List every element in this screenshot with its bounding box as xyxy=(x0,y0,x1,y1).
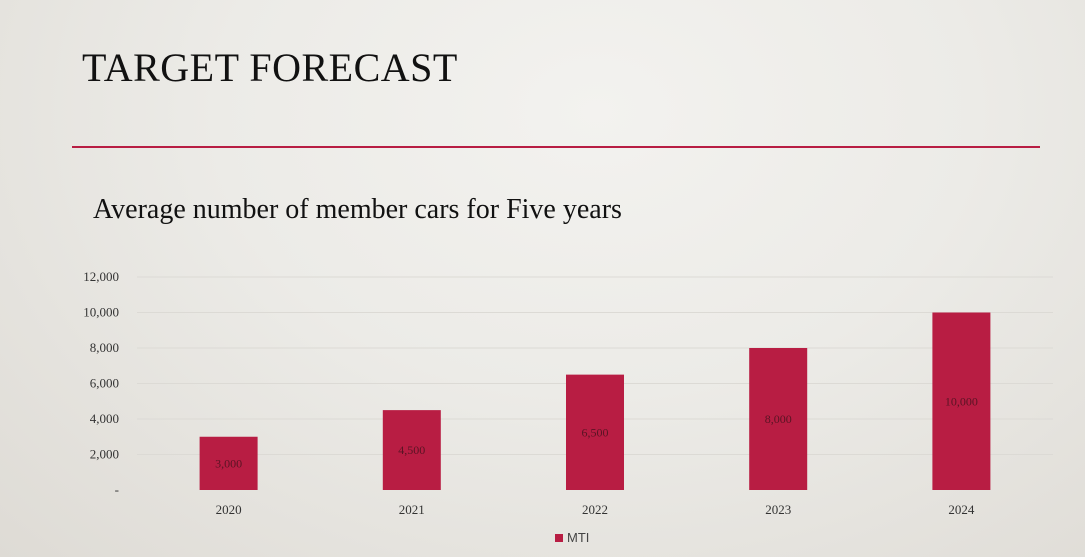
y-axis-ticks: - 2,000 4,000 6,000 8,000 10,000 12,000 xyxy=(83,269,119,497)
legend: MTI xyxy=(555,530,589,545)
x-tick-label: 2023 xyxy=(765,502,791,517)
x-tick-label: 2021 xyxy=(399,502,425,517)
data-label-2024: 10,000 xyxy=(945,394,978,408)
chart-title: Average number of member cars for Five y… xyxy=(93,194,622,225)
y-tick-label: - xyxy=(115,482,119,497)
slide-title: TARGET FORECAST xyxy=(82,45,458,90)
bars: 3,000 4,500 6,500 8,000 10,000 xyxy=(199,312,991,490)
y-tick-label: 8,000 xyxy=(90,340,119,355)
bar-2020 xyxy=(199,436,258,490)
legend-label: MTI xyxy=(567,530,590,545)
y-tick-label: 4,000 xyxy=(90,411,119,426)
x-tick-label: 2024 xyxy=(948,502,975,517)
legend-swatch xyxy=(555,533,563,542)
bar-2022 xyxy=(566,374,624,490)
data-label-2020: 3,000 xyxy=(215,456,242,470)
x-axis-ticks: 2020 2021 2022 2023 2024 xyxy=(216,502,975,517)
data-label-2021: 4,500 xyxy=(398,443,425,457)
y-tick-label: 12,000 xyxy=(83,269,119,284)
y-tick-label: 6,000 xyxy=(90,376,119,391)
bar-2024 xyxy=(932,312,991,490)
y-tick-label: 2,000 xyxy=(90,447,119,462)
data-label-2023: 8,000 xyxy=(765,412,792,426)
bar-2021 xyxy=(382,410,441,490)
y-tick-label: 10,000 xyxy=(83,305,119,320)
x-tick-label: 2022 xyxy=(582,502,608,517)
title-divider xyxy=(72,146,1040,148)
data-label-2022: 6,500 xyxy=(582,425,609,439)
x-tick-label: 2020 xyxy=(216,502,242,517)
bar-2023 xyxy=(749,348,808,490)
